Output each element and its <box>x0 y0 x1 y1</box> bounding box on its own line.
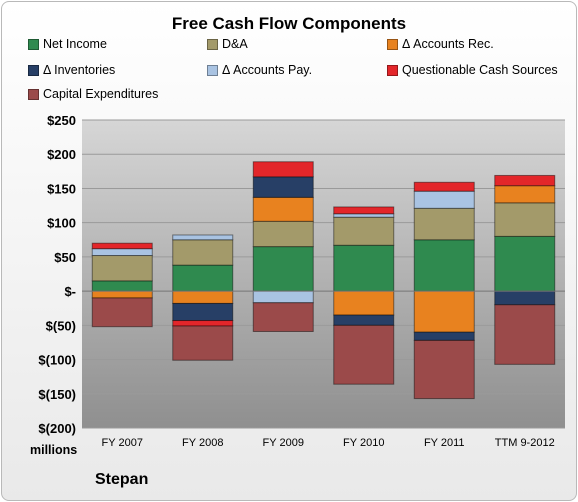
bar-segment <box>413 190 475 209</box>
bar-segment <box>333 324 395 385</box>
bar-segment <box>91 290 153 299</box>
bar-segment <box>413 290 475 333</box>
y-tick-label: $(100) <box>38 353 76 368</box>
y-tick-label: $100 <box>47 216 76 231</box>
bar-segment <box>494 202 556 237</box>
y-tick-label: $250 <box>47 113 76 128</box>
legend-label: D&A <box>222 37 248 51</box>
x-tick-label: TTM 9-2012 <box>495 437 555 449</box>
bar-segment <box>252 220 314 248</box>
bar-segment <box>252 290 314 304</box>
bar-segment <box>333 216 395 246</box>
bar-segment <box>91 297 153 328</box>
bar-segment <box>333 213 395 218</box>
y-tick-label: $150 <box>47 181 76 196</box>
legend-item: Δ Accounts Pay. <box>207 63 312 77</box>
bar-segment <box>172 264 234 292</box>
bar-segment <box>91 248 153 257</box>
bar-segment <box>172 290 234 304</box>
bar-segment <box>494 235 556 292</box>
bar-segment <box>413 331 475 341</box>
bar-segment <box>252 161 314 178</box>
y-tick-label: $(50) <box>46 318 76 333</box>
legend-label: Capital Expenditures <box>43 87 159 101</box>
bar-segment <box>91 242 153 250</box>
y-tick-label: $- <box>64 284 76 299</box>
bar-segment <box>172 234 234 241</box>
bar-segment <box>413 339 475 400</box>
bar-segment <box>172 302 234 322</box>
y-tick-label: $200 <box>47 147 76 162</box>
y-axis-units-label: millions <box>30 443 78 457</box>
bar-segment <box>494 185 556 204</box>
legend-swatch <box>207 64 218 76</box>
bar-segment <box>91 255 153 282</box>
y-tick-label: $(200) <box>38 421 76 436</box>
bar-segment <box>494 290 556 306</box>
bar-segment <box>252 196 314 222</box>
bar-segment <box>172 239 234 266</box>
bar-segment <box>494 174 556 187</box>
bar-segment <box>333 290 395 316</box>
bar-segment <box>252 246 314 292</box>
legend-label: Questionable Cash Sources <box>402 63 558 77</box>
legend-item: Δ Accounts Rec. <box>387 37 494 51</box>
legend-swatch <box>28 38 39 50</box>
bar-segment <box>252 302 314 332</box>
bar-segment <box>333 244 395 292</box>
chart-title: Free Cash Flow Components <box>171 14 407 33</box>
legend-item: D&A <box>207 37 248 51</box>
x-tick-label: FY 2007 <box>102 437 143 449</box>
bar-segment <box>172 320 234 327</box>
legend-item: Questionable Cash Sources <box>387 63 558 77</box>
bar-segment <box>413 207 475 241</box>
bar-segment <box>413 181 475 192</box>
y-tick-label: $(150) <box>38 387 76 402</box>
x-tick-label: FY 2010 <box>343 437 384 449</box>
x-tick-label: FY 2009 <box>263 437 304 449</box>
legend-item: Capital Expenditures <box>28 87 158 101</box>
legend-label: Δ Accounts Pay. <box>222 63 313 77</box>
legend-swatch <box>387 64 398 76</box>
legend-item: Δ Inventories <box>28 63 115 77</box>
bar-segment <box>172 325 234 361</box>
bar-segment <box>333 206 395 215</box>
legend-swatch <box>387 38 398 50</box>
legend-swatch <box>207 38 218 50</box>
bar-segment <box>91 280 153 292</box>
x-tick-label: FY 2011 <box>424 437 465 449</box>
legend: Net Income D&A Δ Accounts Rec. Δ Inventorie… <box>0 36 578 116</box>
legend-swatch <box>28 88 39 100</box>
bar-segment <box>494 304 556 365</box>
x-tick-label: FY 2008 <box>182 437 223 449</box>
plot-area <box>82 120 565 428</box>
bar-segment <box>252 176 314 198</box>
bar-segment <box>413 239 475 292</box>
legend-swatch <box>28 64 39 76</box>
bar-segment <box>333 314 395 326</box>
legend-label: Δ Inventories <box>43 63 116 77</box>
legend-item: Net Income <box>28 37 107 51</box>
legend-label: Δ Accounts Rec. <box>402 37 494 51</box>
company-name: Stepan <box>95 471 149 488</box>
y-tick-label: $50 <box>54 250 76 265</box>
legend-label: Net Income <box>43 37 107 51</box>
